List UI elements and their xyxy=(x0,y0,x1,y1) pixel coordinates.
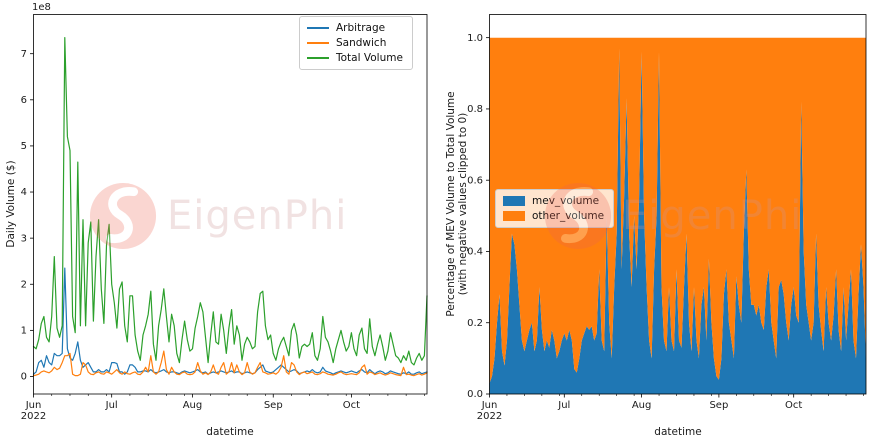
y-tick-label: 0.2 xyxy=(467,318,483,329)
legend-entry-total-volume: Total Volume xyxy=(307,52,403,64)
x-tick-label: Jul xyxy=(557,400,570,411)
legend-entry-arbitrage: Arbitrage xyxy=(307,22,403,34)
total-volume-line-swatch xyxy=(307,57,329,59)
legend-label: Total Volume xyxy=(336,52,403,64)
y-tick-label: 0.0 xyxy=(467,389,483,400)
y-tick-label: 0.4 xyxy=(467,247,483,258)
x-tick-label: Jun xyxy=(481,400,498,411)
line-series-sandwich xyxy=(32,350,428,377)
y-axis-label-right: Percentage of MEV Volume to Total Volume… xyxy=(445,91,469,316)
arbitrage-line-swatch xyxy=(307,27,329,29)
x-tick-year-label: 2022 xyxy=(21,411,46,422)
legend-label: other_volume xyxy=(532,210,605,222)
series-lines xyxy=(32,36,428,377)
mev-share-chart: 0.0 0.2 0.4 0.6 0.8 1.0 Jun 2022 Jul Aug Sep Oct Pe… xyxy=(439,0,878,448)
x-tick-label: Oct xyxy=(343,400,360,411)
y-tick-label: 3 xyxy=(21,233,27,244)
x-tick-label: Sep xyxy=(709,400,728,411)
line-series-total-volume xyxy=(32,36,428,366)
y-tick-label: 0.8 xyxy=(467,104,483,115)
other-volume-patch-swatch xyxy=(503,211,525,221)
y-tick-label: 2 xyxy=(21,279,27,290)
mev-volume-patch-swatch xyxy=(503,196,525,206)
x-tick-label: Sep xyxy=(264,400,283,411)
legend-entry-other-volume: other_volume xyxy=(503,210,604,222)
y-tick-label: 4 xyxy=(21,187,27,198)
sandwich-line-swatch xyxy=(307,42,329,44)
y-axis-label-left: Daily Volume ($) xyxy=(5,160,17,248)
x-axis-label-right: datetime xyxy=(654,426,702,438)
x-tick-label: Aug xyxy=(632,400,652,411)
legend-label: mev_volume xyxy=(532,195,600,207)
x-tick-label: Oct xyxy=(785,400,802,411)
legend-label: Arbitrage xyxy=(336,22,386,34)
x-tick-label: Jun xyxy=(25,400,42,411)
x-tick-label: Aug xyxy=(183,400,203,411)
y-tick-label: 6 xyxy=(21,95,27,106)
volume-legend: Arbitrage Sandwich Total Volume xyxy=(299,16,413,70)
y-axis-label-line-1: Percentage of MEV Volume to Total Volume xyxy=(445,91,457,317)
plot-spines xyxy=(33,14,428,395)
line-series-arbitrage xyxy=(32,267,428,375)
x-axis-label-left: datetime xyxy=(206,426,254,438)
y-tick-label: 1 xyxy=(21,326,27,337)
x-tick-label: Jul xyxy=(105,400,118,411)
legend-label: Sandwich xyxy=(336,37,387,49)
daily-volume-chart: 0 1 2 3 4 5 6 7 Jun 2022 Jul Aug Sep Oct 1e8 Daily Vo… xyxy=(5,2,428,438)
x-tick-year-label: 2022 xyxy=(477,411,502,422)
area-series-mev-volume xyxy=(489,48,866,395)
y-tick-label: 0 xyxy=(21,372,27,383)
y-axis-offset-text: 1e8 xyxy=(32,2,51,13)
y-tick-label: 0.6 xyxy=(467,175,483,186)
y-tick-label: 7 xyxy=(21,49,27,60)
plot-spines xyxy=(489,14,867,395)
legend-entry-sandwich: Sandwich xyxy=(307,37,403,49)
legend-entry-mev-volume: mev_volume xyxy=(503,195,604,207)
y-tick-label: 5 xyxy=(21,141,27,152)
y-axis-label-line-2: (with negative values clipped to 0) xyxy=(457,112,469,296)
mev-share-legend: mev_volume other_volume xyxy=(495,189,615,228)
y-tick-label: 1.0 xyxy=(467,33,483,44)
area-series-other-volume xyxy=(489,37,866,384)
